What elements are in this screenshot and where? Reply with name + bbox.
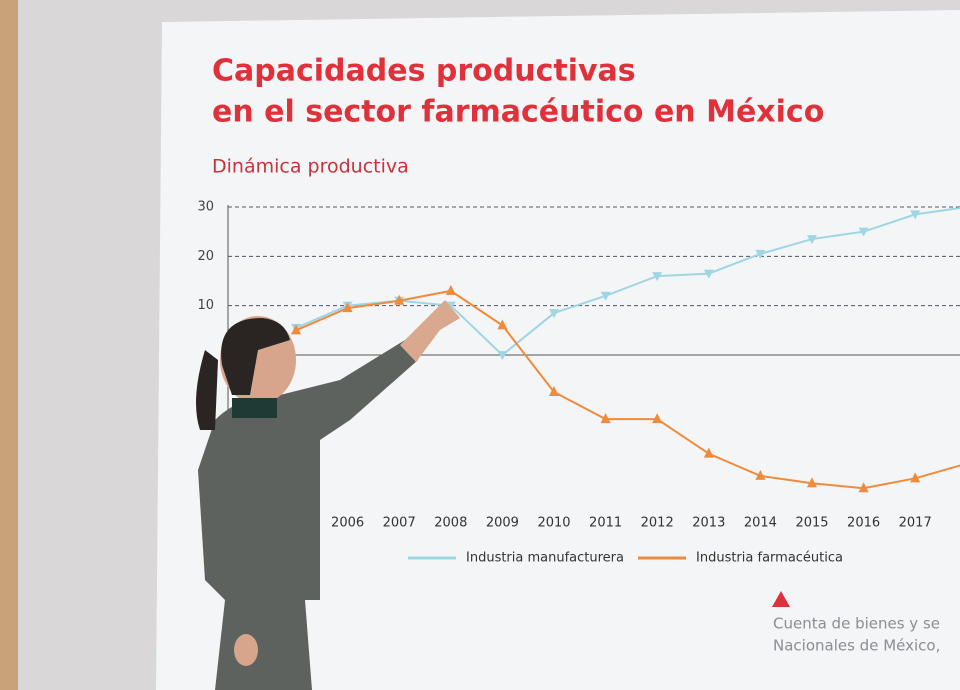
hand bbox=[400, 300, 460, 362]
point bbox=[858, 482, 869, 493]
title-line: en el sector farmacéutico en México bbox=[212, 95, 824, 130]
point bbox=[910, 472, 921, 483]
point bbox=[910, 210, 921, 220]
point bbox=[807, 477, 817, 488]
point bbox=[445, 284, 456, 295]
point bbox=[600, 413, 611, 424]
subtitle: Dinámica productiva bbox=[212, 156, 409, 178]
x-tick-label: 2008 bbox=[434, 516, 467, 531]
frame bbox=[0, 0, 18, 690]
point bbox=[807, 235, 817, 245]
y-tick-label: 30 bbox=[197, 200, 214, 215]
source-text: Cuenta de bienes y se bbox=[773, 615, 940, 633]
x-tick-label: 2010 bbox=[537, 516, 570, 531]
hair bbox=[221, 318, 290, 395]
screen bbox=[156, 10, 960, 690]
series-line bbox=[295, 289, 960, 490]
point bbox=[497, 351, 508, 360]
point bbox=[549, 386, 559, 396]
collar bbox=[232, 398, 277, 418]
x-tick-label: 2017 bbox=[899, 516, 932, 531]
point bbox=[497, 319, 508, 330]
legend-label: Industria manufacturera bbox=[466, 551, 624, 566]
legend-label: Industria farmacéutica bbox=[696, 551, 843, 566]
source-icon bbox=[772, 591, 790, 607]
point bbox=[858, 227, 869, 237]
point bbox=[703, 269, 714, 279]
point bbox=[652, 272, 663, 282]
x-tick-label: 2012 bbox=[641, 516, 674, 531]
point bbox=[549, 309, 559, 319]
y-tick-label: 20 bbox=[197, 249, 214, 264]
ponytail bbox=[196, 350, 218, 430]
point bbox=[755, 249, 766, 259]
point bbox=[755, 469, 766, 480]
point bbox=[652, 413, 663, 424]
hand bbox=[234, 634, 258, 666]
source-text: Nacionales de México, bbox=[773, 637, 940, 655]
x-tick-label: 2016 bbox=[847, 516, 880, 531]
title-line: Capacidades productivas bbox=[212, 54, 636, 89]
point bbox=[703, 447, 714, 458]
x-tick-label: 2014 bbox=[744, 516, 777, 531]
point bbox=[600, 291, 611, 301]
x-tick-label: 2013 bbox=[692, 516, 725, 531]
x-tick-label: 2006 bbox=[331, 516, 364, 531]
jacket bbox=[198, 340, 418, 690]
point bbox=[445, 301, 456, 311]
x-tick-label: 2007 bbox=[383, 516, 416, 531]
y-tick-label: 10 bbox=[197, 298, 214, 313]
point bbox=[291, 324, 301, 335]
point bbox=[342, 302, 353, 313]
x-tick-label: 2009 bbox=[486, 516, 519, 531]
x-tick-label: 2015 bbox=[795, 516, 828, 531]
series-line bbox=[295, 206, 960, 357]
point bbox=[394, 294, 405, 305]
x-tick-label: 2011 bbox=[589, 516, 622, 531]
